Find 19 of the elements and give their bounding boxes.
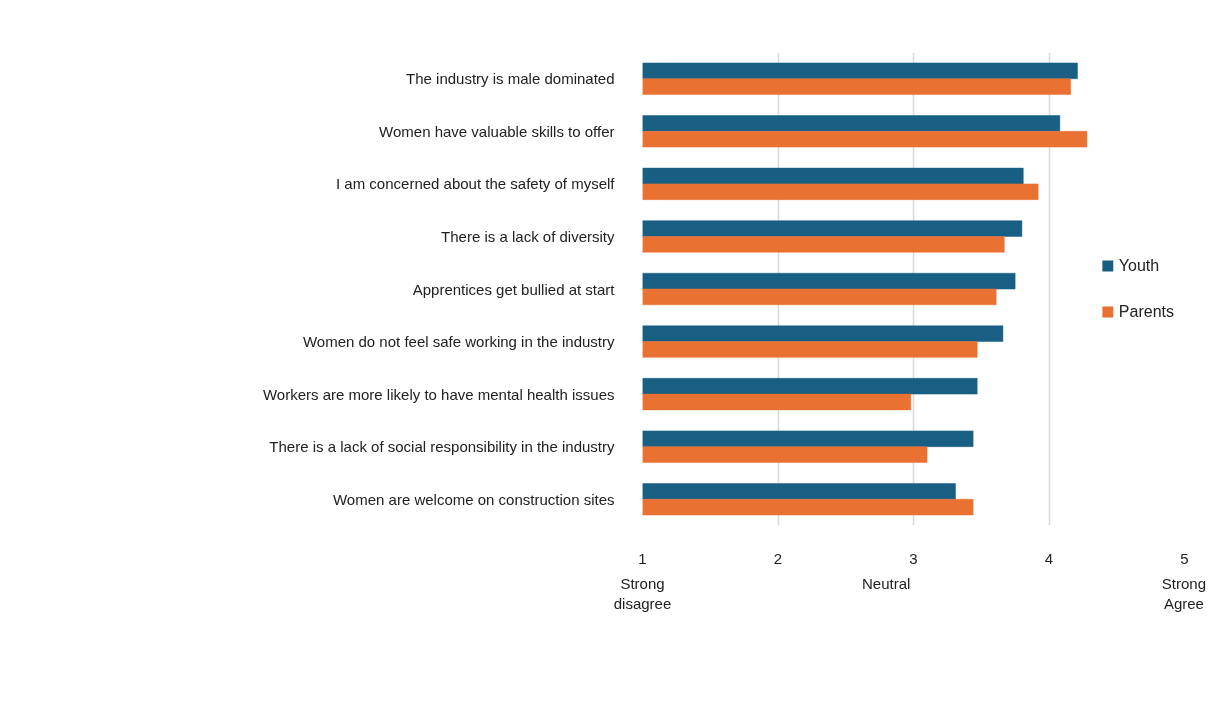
text: Strong Agree (1161, 574, 1207, 612)
text: Strong disagree (613, 574, 672, 612)
x-tick-label: 4 (1044, 549, 1054, 567)
x-tick-label: 3 (909, 549, 918, 567)
y-tick-label: Women are welcome on construction sites (332, 490, 615, 508)
y-tick-label: Women do not feel safe working in the industry (302, 333, 615, 351)
y-tick-label: Women have valuable skills to offer (379, 122, 615, 140)
y-tick-label: Apprentices get bullied at start (412, 280, 616, 298)
y-tick-label: There is a lack of social responsibility in the industry (269, 438, 615, 456)
y-tick-label: There is a lack of diversity (441, 227, 615, 245)
x-tick-label: 5 (1180, 549, 1189, 567)
x-tick-label: 2 (773, 549, 783, 567)
x-tick-label: 1 (638, 549, 647, 567)
legend-label: Parents (1118, 302, 1174, 321)
y-tick-label: I am concerned about the safety of myself (336, 175, 616, 193)
y-tick-label: The industry is male dominated (406, 70, 615, 88)
y-tick-label: Workers are more likely to have mental health issues (262, 385, 615, 403)
text: Neutral (861, 574, 911, 592)
legend-label: Youth (1118, 256, 1160, 275)
